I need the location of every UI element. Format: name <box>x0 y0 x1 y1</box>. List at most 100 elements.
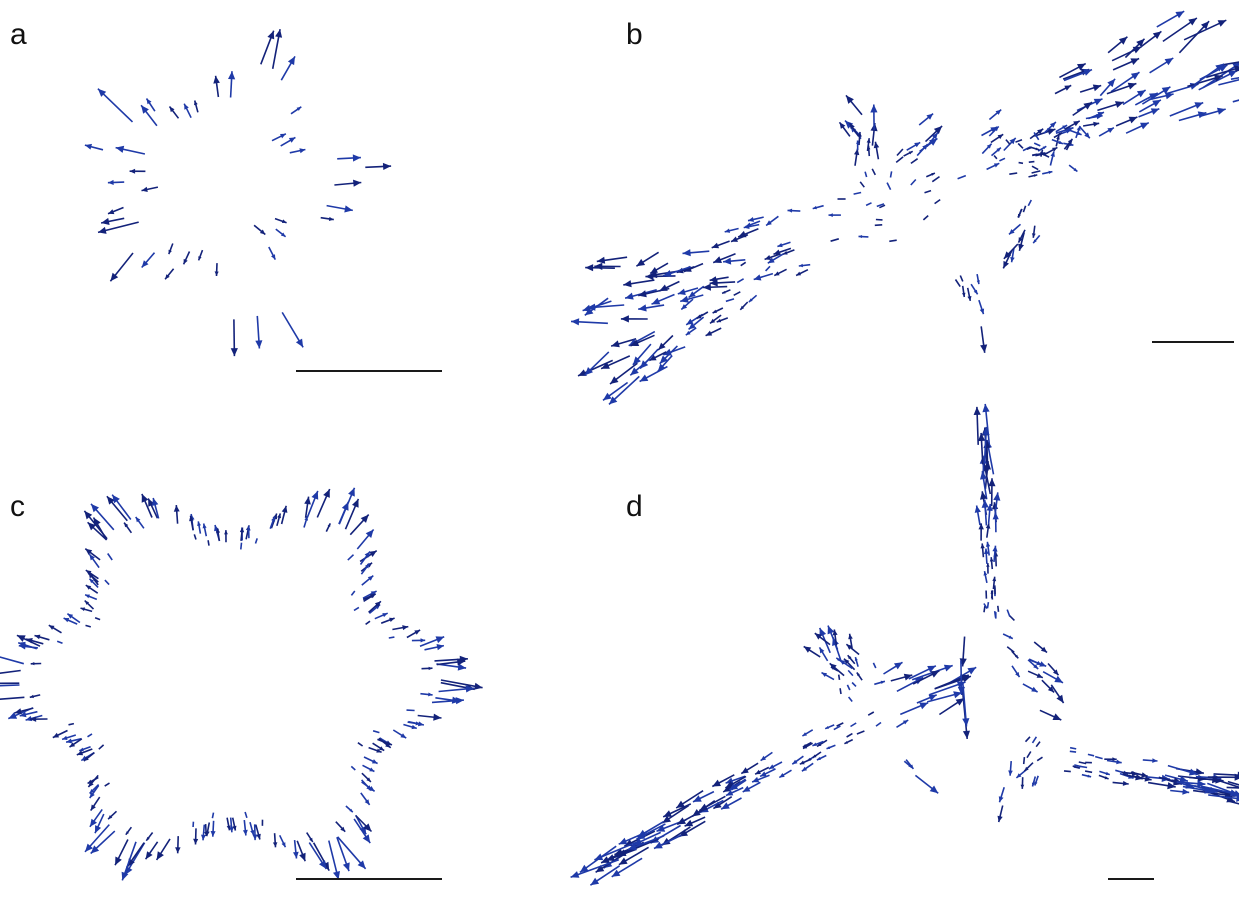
panel-b-arrow <box>988 108 1002 121</box>
panel-b-arrow <box>889 171 893 178</box>
panel-a-arrow <box>213 75 220 98</box>
panel-d-arrow <box>837 674 841 681</box>
panel-d-arrow <box>802 742 813 750</box>
panel-c-label: c <box>10 490 25 523</box>
panel-d-arrow <box>986 562 990 574</box>
panel-a-arrow <box>230 319 238 357</box>
panel-c-arrow <box>269 516 276 529</box>
panel-d-arrow <box>1170 788 1190 795</box>
panel-d-arrow <box>1078 761 1087 765</box>
panel-d-arrow <box>1027 659 1039 670</box>
panel-b-arrow <box>864 171 868 178</box>
panel-d-arrow <box>618 846 650 866</box>
panel-b-arrow <box>922 215 929 221</box>
panel-d-arrow <box>632 831 662 846</box>
panel-d-arrow <box>1188 776 1221 784</box>
panel-b-arrow <box>1055 124 1068 133</box>
panel-b-arrow <box>924 125 943 143</box>
panel-d-arrow <box>692 790 715 803</box>
panel-a-arrow <box>141 252 156 269</box>
panel-b-arrow <box>773 247 792 256</box>
panel-b-arrow <box>1042 170 1053 175</box>
panel-c-arrow <box>84 548 101 561</box>
panel-d-arrow <box>1050 684 1065 704</box>
panel-d-arrow <box>1011 650 1019 659</box>
panel-d-arrow <box>978 432 986 465</box>
panel-b-arrow <box>662 266 691 277</box>
panel-b-arrow <box>1063 138 1074 150</box>
panel-b-arrow <box>876 203 885 208</box>
panel-c-arrow <box>372 730 380 734</box>
panel-b-arrow <box>1059 62 1087 79</box>
panel-d-arrow <box>983 605 986 613</box>
panel-b-arrow <box>961 285 966 298</box>
panel-d-arrow <box>1039 709 1062 721</box>
panel-d-arrow <box>982 426 990 463</box>
panel-d-arrow <box>847 654 856 665</box>
panel-b-arrow <box>1064 120 1081 130</box>
panel-b-arrow <box>1219 61 1239 67</box>
panel-a-arrow <box>228 71 236 98</box>
panel-c-arrow <box>239 527 245 541</box>
panel-d-arrow <box>997 805 1004 823</box>
panel-a-arrow <box>183 103 192 119</box>
panel-b-arrow <box>1162 17 1198 43</box>
panel-b-arrow <box>651 293 675 305</box>
panel-d-arrow <box>959 636 967 667</box>
panel-b-arrow <box>1138 108 1160 118</box>
panel-c-arrow <box>303 515 309 528</box>
panel-b-arrow <box>978 299 985 315</box>
panel-d-arrow <box>983 548 989 564</box>
panel-d-arrow <box>890 673 913 682</box>
panel-d-arrow <box>982 403 991 448</box>
panel-c-arrow <box>350 590 356 596</box>
panel-d-arrow <box>1094 755 1103 760</box>
panel-b-arrow <box>1027 199 1033 207</box>
panel-b-arrow <box>1079 84 1102 93</box>
panel-d-arrow <box>1033 641 1048 654</box>
panel-a-arrow <box>168 106 180 119</box>
panel-c-arrow <box>98 744 105 750</box>
panel-c-arrow <box>388 636 395 639</box>
panel-c-arrow <box>135 516 145 529</box>
panel-c-arrow <box>106 495 128 522</box>
panel-c-arrow <box>30 716 48 722</box>
panel-d-arrow <box>983 603 988 610</box>
panel-b-arrow <box>1010 248 1015 263</box>
panel-b-arrow <box>1031 225 1036 238</box>
panel-d-arrow <box>1121 770 1138 776</box>
panel-c-arrow <box>69 738 83 748</box>
panel-d-arrow <box>1087 753 1095 757</box>
panel-b-arrow <box>711 240 730 249</box>
panel-c-arrow <box>276 513 282 527</box>
panel-b-arrow <box>1018 232 1025 252</box>
panel-c-arrow <box>83 751 95 762</box>
panel-b-arrow <box>1122 89 1147 106</box>
panel-b-arrow <box>725 298 735 303</box>
panel-b-arrow <box>828 213 841 217</box>
panel-b-arrow <box>1183 19 1227 41</box>
panel-c-arrow <box>304 496 311 518</box>
panel-d-arrow <box>993 610 997 618</box>
panel-d-arrow <box>1142 758 1158 763</box>
panel-c-arrow <box>205 822 211 837</box>
panel-b-arrow <box>1055 135 1060 147</box>
panel-b-arrow <box>873 141 880 160</box>
panel-b-arrow <box>582 300 612 312</box>
panel-b-arrow <box>918 112 934 126</box>
panel-a-scale-bar <box>296 370 442 372</box>
panel-c-arrow <box>336 836 367 870</box>
panel-c-arrow <box>87 733 93 738</box>
panel-d-arrow <box>1028 658 1047 668</box>
panel-c-arrow <box>25 638 44 645</box>
panel-d-arrow <box>1069 746 1077 750</box>
panel-b-arrow <box>856 140 860 151</box>
panel-c-arrow <box>361 574 374 586</box>
panel-c-arrow <box>440 679 483 690</box>
panel-c-arrow <box>242 820 248 836</box>
panel-c-arrow <box>411 638 426 643</box>
panel-d-arrow <box>1106 759 1122 765</box>
panel-c-arrow <box>145 832 154 842</box>
panel-d-arrow <box>678 820 706 838</box>
panel-d-arrow <box>1011 665 1021 678</box>
